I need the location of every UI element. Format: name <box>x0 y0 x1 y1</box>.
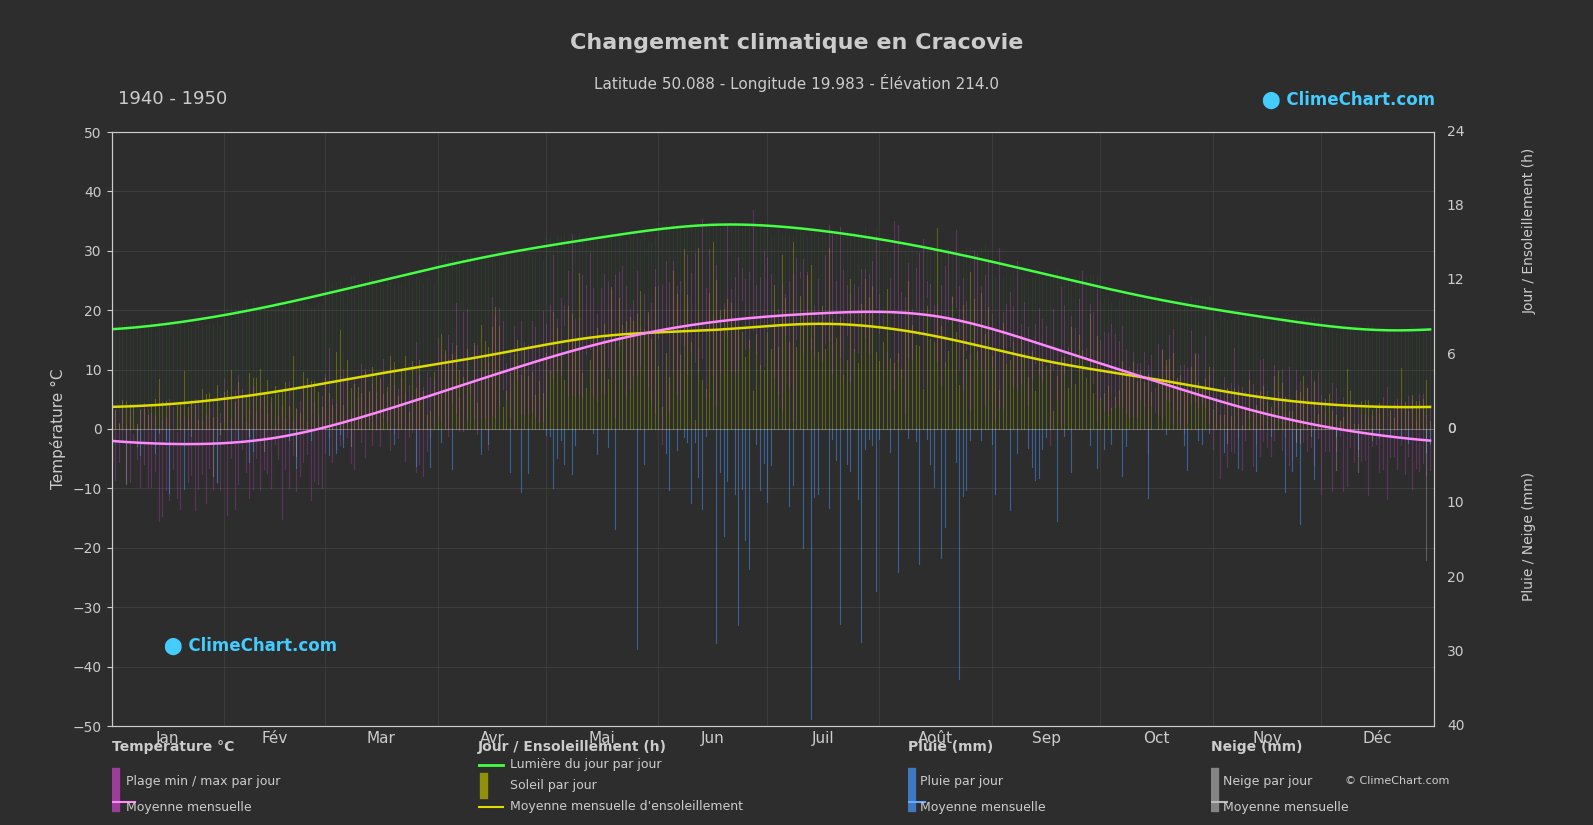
Y-axis label: Température °C: Température °C <box>49 369 65 489</box>
Text: ⬤ ClimeChart.com: ⬤ ClimeChart.com <box>164 636 338 655</box>
Text: 1940 - 1950: 1940 - 1950 <box>118 91 228 108</box>
Text: 12: 12 <box>1446 274 1464 287</box>
Text: Température °C: Température °C <box>112 739 234 754</box>
Text: Jour / Ensoleillement (h): Jour / Ensoleillement (h) <box>478 740 667 754</box>
Text: Plage min / max par jour: Plage min / max par jour <box>126 775 280 788</box>
Text: 40: 40 <box>1446 719 1464 733</box>
Text: Neige par jour: Neige par jour <box>1223 775 1313 788</box>
Text: 30: 30 <box>1446 645 1464 658</box>
Text: Jour / Ensoleillement (h): Jour / Ensoleillement (h) <box>1523 148 1536 314</box>
Text: © ClimeChart.com: © ClimeChart.com <box>1344 776 1450 785</box>
Text: Moyenne mensuelle: Moyenne mensuelle <box>1223 801 1349 814</box>
Text: Pluie par jour: Pluie par jour <box>921 775 1004 788</box>
Text: Lumière du jour par jour: Lumière du jour par jour <box>510 758 661 771</box>
Text: Latitude 50.088 - Longitude 19.983 - Élévation 214.0: Latitude 50.088 - Longitude 19.983 - Élé… <box>594 74 999 92</box>
Text: 6: 6 <box>1446 348 1456 361</box>
Text: 0: 0 <box>1446 422 1456 436</box>
Text: Soleil par jour: Soleil par jour <box>510 780 596 792</box>
Text: Changement climatique en Cracovie: Changement climatique en Cracovie <box>570 33 1023 53</box>
Text: ⬤ ClimeChart.com: ⬤ ClimeChart.com <box>1262 91 1435 109</box>
Text: 0: 0 <box>1446 422 1456 436</box>
Text: 10: 10 <box>1446 497 1464 510</box>
Text: Moyenne mensuelle: Moyenne mensuelle <box>126 801 252 814</box>
Text: Pluie (mm): Pluie (mm) <box>908 740 994 754</box>
Text: Moyenne mensuelle d'ensoleillement: Moyenne mensuelle d'ensoleillement <box>510 800 742 813</box>
Text: Neige (mm): Neige (mm) <box>1211 740 1301 754</box>
Text: 24: 24 <box>1446 125 1464 139</box>
Text: 18: 18 <box>1446 200 1464 213</box>
Text: Pluie / Neige (mm): Pluie / Neige (mm) <box>1523 472 1536 601</box>
Text: Moyenne mensuelle: Moyenne mensuelle <box>921 801 1047 814</box>
Text: 20: 20 <box>1446 571 1464 584</box>
